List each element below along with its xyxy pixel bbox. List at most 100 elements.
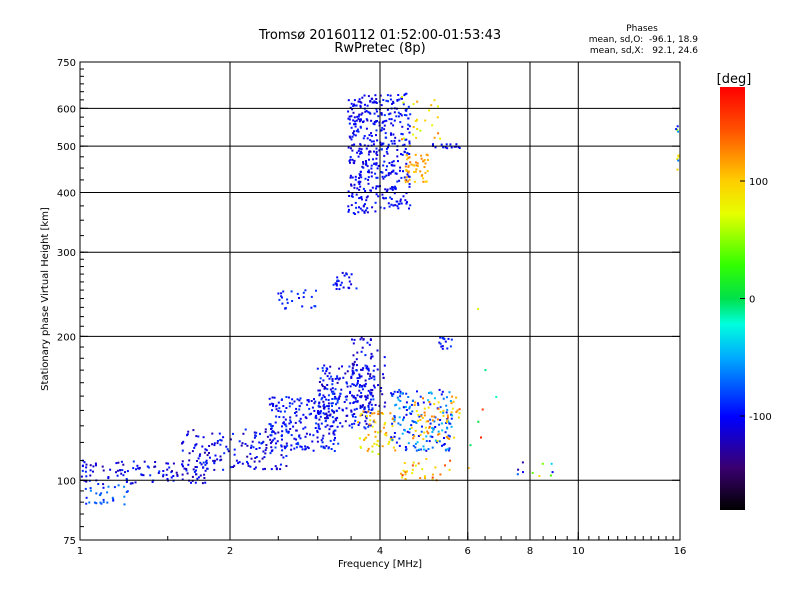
data-point-c14 <box>406 173 409 176</box>
data-point-c8 <box>437 433 440 436</box>
y-tick-label: 750 <box>57 58 76 69</box>
data-point-c7 <box>401 392 404 395</box>
data-point-c2 <box>242 432 245 435</box>
data-point-c14 <box>383 154 386 157</box>
data-point-c16 <box>401 96 404 98</box>
data-point-c4 <box>323 364 326 367</box>
data-point-c14 <box>388 162 391 164</box>
data-point-c7 <box>441 429 444 432</box>
data-point-c13 <box>372 122 375 125</box>
data-point-c7 <box>434 439 437 442</box>
data-point-c13 <box>347 190 350 193</box>
data-point-c2 <box>274 465 277 468</box>
data-point-c16 <box>412 133 415 136</box>
data-point-c2 <box>196 460 198 462</box>
data-point-c14 <box>385 119 388 122</box>
data-point-c2 <box>244 428 247 431</box>
data-point-c7 <box>417 404 420 406</box>
data-point-c0 <box>123 495 126 498</box>
data-point-c13 <box>372 158 374 161</box>
data-point-c5 <box>361 368 364 371</box>
data-point-c7 <box>444 431 447 434</box>
data-point-c7 <box>443 443 446 445</box>
data-point-c13 <box>352 132 355 135</box>
data-point-c2 <box>254 457 257 459</box>
data-point-c7 <box>446 396 448 399</box>
data-point-c13 <box>348 159 351 162</box>
data-point-c3 <box>321 437 324 440</box>
data-point-c4 <box>323 386 326 388</box>
data-point-c3 <box>272 404 274 407</box>
data-point-c13 <box>364 160 367 162</box>
data-point-c13 <box>366 137 369 140</box>
data-point-c13 <box>363 211 366 214</box>
data-point-c3 <box>277 401 280 404</box>
data-point-c2 <box>255 431 258 434</box>
data-point-c1 <box>102 469 105 472</box>
data-point-c3 <box>269 423 272 426</box>
data-point-c3 <box>273 396 276 399</box>
data-point-c1 <box>85 480 88 483</box>
data-point-c2 <box>233 453 236 456</box>
data-point-c2 <box>181 460 184 463</box>
data-point-c6 <box>359 414 362 417</box>
data-point-c7 <box>429 403 432 406</box>
data-point-c3 <box>281 438 283 441</box>
data-point-c4 <box>369 412 372 414</box>
scatter-points <box>80 92 680 506</box>
data-point-c5 <box>363 408 366 411</box>
data-point-c13 <box>370 164 373 167</box>
data-point-c7 <box>391 438 394 441</box>
data-point-c4 <box>346 370 349 373</box>
data-point-c19 <box>541 462 544 465</box>
data-point-c14 <box>390 198 393 200</box>
data-point-c19 <box>549 474 552 477</box>
data-point-c1 <box>203 473 206 476</box>
data-point-c5 <box>366 365 369 368</box>
data-point-c3 <box>323 447 326 450</box>
data-point-c16 <box>433 136 436 139</box>
data-point-c2 <box>269 438 272 441</box>
data-point-c10 <box>444 340 447 343</box>
data-point-c16 <box>419 129 422 132</box>
data-point-c1 <box>176 473 179 476</box>
data-point-c15 <box>415 164 418 167</box>
data-point-c7 <box>429 418 432 421</box>
data-point-c17 <box>442 146 445 149</box>
data-point-c4 <box>362 367 365 370</box>
data-point-c6 <box>381 445 384 448</box>
data-point-c15 <box>415 168 418 171</box>
data-point-c12 <box>341 271 344 274</box>
data-point-c6 <box>389 412 392 415</box>
data-point-c13 <box>357 149 360 152</box>
data-point-c14 <box>375 108 378 111</box>
data-point-c13 <box>366 195 369 198</box>
data-point-c4 <box>325 412 328 415</box>
data-point-c16 <box>431 124 434 127</box>
data-point-c2 <box>232 432 234 435</box>
data-point-c14 <box>389 187 392 190</box>
data-point-c14 <box>395 115 398 118</box>
data-point-c1 <box>126 470 129 473</box>
data-point-c7 <box>408 431 411 434</box>
data-point-c9 <box>400 472 403 475</box>
data-point-c6 <box>391 425 394 428</box>
data-point-c13 <box>365 147 368 150</box>
data-point-c14 <box>398 179 401 182</box>
x-axis-label: Frequency [MHz] <box>338 559 422 570</box>
data-point-c3 <box>271 425 274 427</box>
data-point-c7 <box>398 388 401 391</box>
data-point-c14 <box>377 164 380 167</box>
data-point-c15 <box>413 180 416 183</box>
data-point-c13 <box>357 100 360 103</box>
data-point-c3 <box>334 429 337 432</box>
data-point-c1 <box>81 465 84 468</box>
data-point-c7 <box>438 388 441 391</box>
data-point-c13 <box>353 123 355 126</box>
data-point-c4 <box>349 392 351 394</box>
data-point-c3 <box>282 422 285 425</box>
data-point-c4 <box>353 363 356 366</box>
data-point-c1 <box>120 460 123 463</box>
data-point-c14 <box>407 175 410 178</box>
data-point-c6 <box>383 433 386 436</box>
